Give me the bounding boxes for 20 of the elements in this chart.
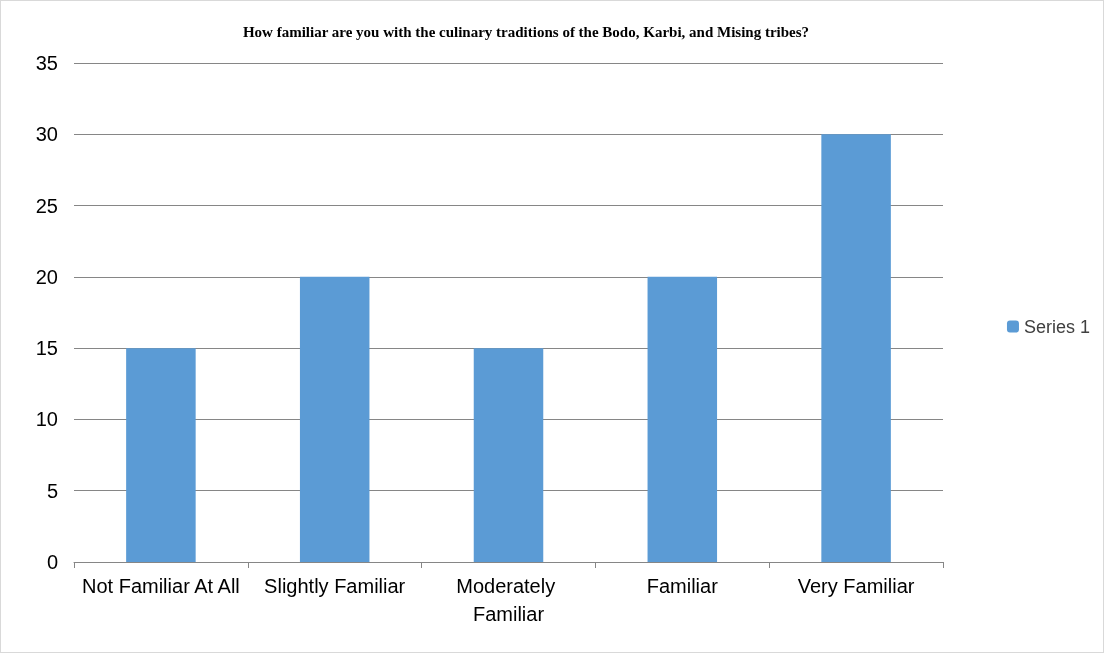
y-tick-label: 15: [35, 337, 58, 360]
bar: [473, 348, 544, 562]
chart-title: How familiar are you with the culinary traditions of the Bodo, Karbi, and Mising tribes?: [242, 23, 810, 40]
bar: [299, 276, 370, 562]
x-tick-label: Very Familiar: [797, 575, 915, 597]
y-tick-label: 0: [46, 551, 58, 573]
x-tick-label: Slightly Familiar: [264, 575, 406, 597]
y-tick-label: 20: [35, 265, 58, 288]
bar: [821, 134, 891, 562]
x-tick-label: Not Familiar At All: [81, 575, 240, 597]
y-tick-label: 35: [35, 52, 58, 74]
legend-label: Series 1: [1023, 316, 1091, 337]
bar: [647, 276, 718, 562]
x-tick-label: Familiar: [646, 575, 719, 597]
y-tick-label: 30: [35, 123, 58, 146]
bar: [126, 348, 196, 562]
y-tick-label: 5: [46, 479, 58, 502]
y-tick-label: 10: [35, 408, 58, 431]
y-tick-label: 25: [35, 194, 58, 217]
x-tick-label: Moderately Familiar: [456, 575, 561, 625]
